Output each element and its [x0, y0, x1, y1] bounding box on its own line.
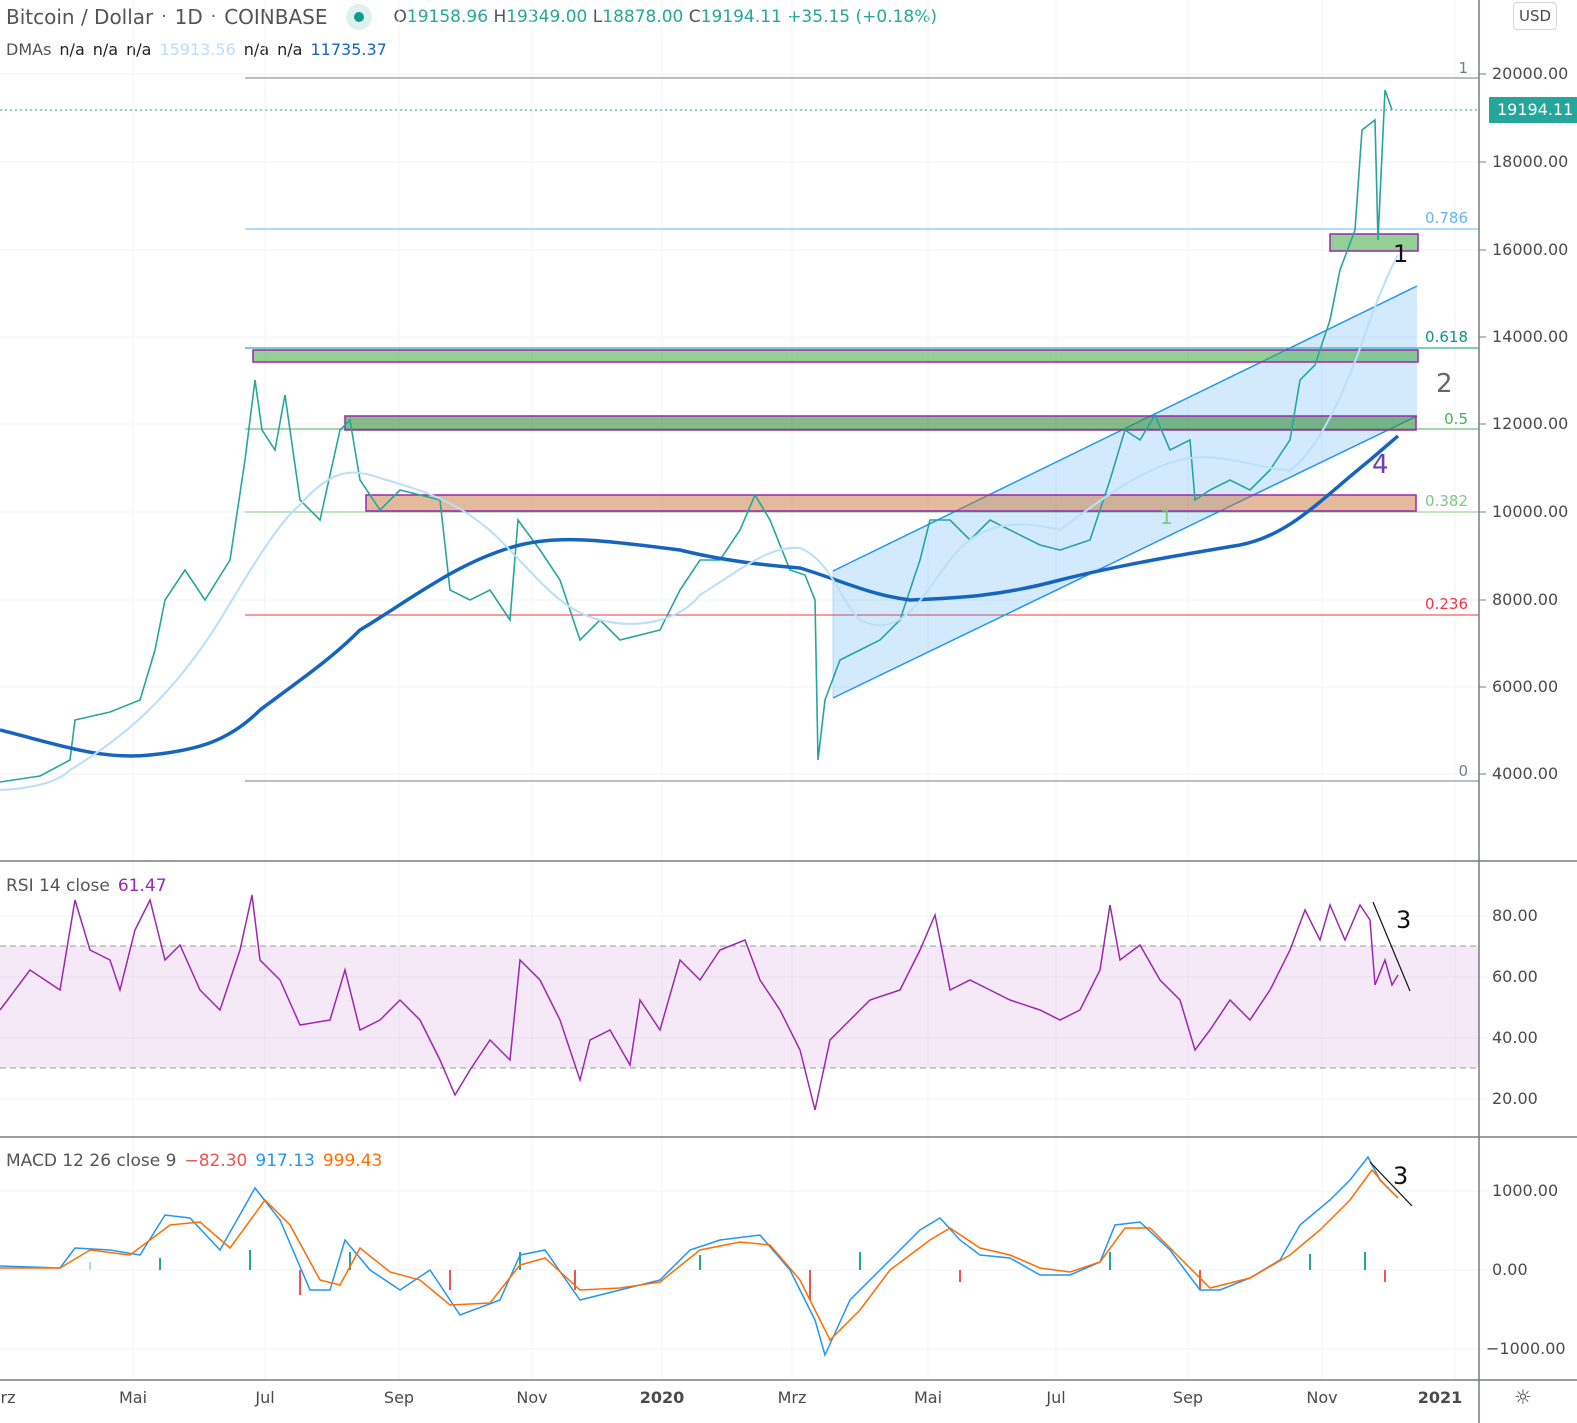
- fib-retracement[interactable]: [245, 77, 1479, 782]
- annotation-3-macd: 3: [1393, 1162, 1408, 1190]
- svg-text:0: 0: [1458, 762, 1468, 780]
- annotation-3-rsi: 3: [1396, 906, 1411, 934]
- macd-legend: MACD 12 26 close 9 −82.30 917.13 999.43: [6, 1151, 383, 1171]
- price-series: [0, 89, 1393, 783]
- market-status-icon: [345, 4, 372, 30]
- resistance-zone-0618[interactable]: [252, 349, 1419, 363]
- symbol-name[interactable]: Bitcoin / Dollar: [6, 5, 154, 29]
- symbol-legend: Bitcoin / Dollar · 1D · COINBASE O19158.…: [6, 4, 938, 30]
- ma-200-line: [0, 434, 1400, 758]
- interval[interactable]: 1D: [174, 5, 203, 29]
- rsi-label[interactable]: RSI 14 close: [6, 876, 110, 896]
- svg-text:0.5: 0.5: [1444, 410, 1468, 428]
- signal-line: [0, 1168, 1399, 1342]
- svg-text:1: 1: [1458, 59, 1468, 77]
- macd-histogram: [89, 1250, 1386, 1300]
- annotation-4: 4: [1372, 450, 1389, 480]
- resistance-zone-05[interactable]: [344, 415, 1417, 431]
- rsi-line: [0, 894, 1399, 1111]
- macd-label[interactable]: MACD 12 26 close 9: [6, 1151, 177, 1171]
- rsi-legend: RSI 14 close 61.47: [6, 876, 167, 896]
- dmas-legend: DMAs n/a n/a n/a 15913.56 n/a n/a 11735.…: [6, 40, 387, 59]
- support-zone-0382[interactable]: [365, 494, 1417, 512]
- rsi-trendline[interactable]: [1372, 901, 1411, 992]
- exchange: COINBASE: [224, 5, 328, 29]
- macd-line: [0, 1155, 1399, 1358]
- annotation-2: 2: [1436, 369, 1453, 399]
- svg-text:0.618: 0.618: [1425, 328, 1468, 346]
- rsi-band: [0, 946, 1479, 1068]
- svg-text:0.382: 0.382: [1425, 492, 1468, 510]
- svg-text:0.786: 0.786: [1425, 209, 1468, 227]
- annotation-1-green: 1: [1160, 505, 1173, 529]
- ma-50-line: [0, 254, 1399, 791]
- macd-trendline[interactable]: [1369, 1161, 1413, 1207]
- currency-button[interactable]: USD: [1513, 2, 1557, 30]
- last-price-tag: 19194.11: [1489, 97, 1577, 123]
- svg-text:0.236: 0.236: [1425, 595, 1468, 613]
- ohlc-values: O19158.96 H19349.00 L18878.00 C19194.11 …: [393, 7, 938, 27]
- annotation-1: 1: [1393, 240, 1408, 268]
- dmas-label[interactable]: DMAs: [6, 40, 52, 59]
- settings-gear-icon[interactable]: ☼: [1514, 1385, 1532, 1409]
